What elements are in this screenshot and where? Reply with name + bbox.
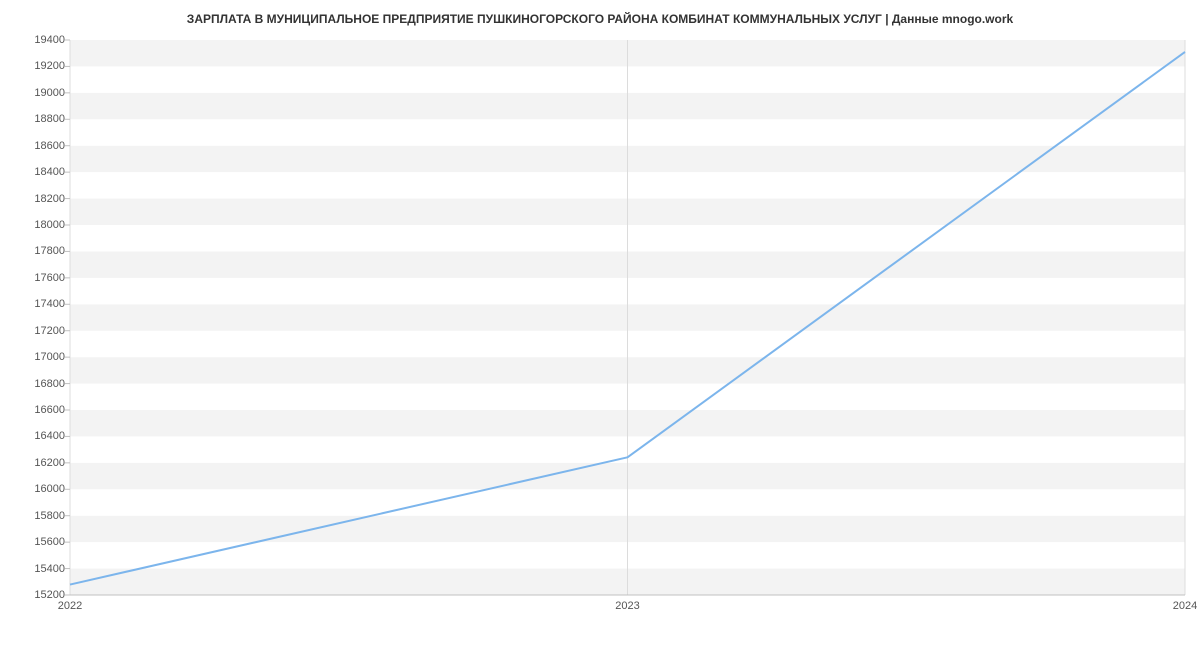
y-tick-label: 16000 [5, 483, 65, 495]
y-tick-label: 18000 [5, 219, 65, 231]
y-tick-label: 15600 [5, 536, 65, 548]
y-tick-label: 16400 [5, 430, 65, 442]
chart-svg [70, 40, 1185, 595]
y-tick-label: 16800 [5, 378, 65, 390]
y-tick-label: 19200 [5, 60, 65, 72]
y-tick-label: 18600 [5, 140, 65, 152]
y-tick-label: 19400 [5, 34, 65, 46]
y-tick-label: 19000 [5, 87, 65, 99]
y-tick-label: 17200 [5, 325, 65, 337]
y-tick-label: 17400 [5, 298, 65, 310]
y-tick-label: 15800 [5, 510, 65, 522]
y-tick-label: 17800 [5, 245, 65, 257]
plot-area [70, 40, 1185, 595]
y-tick-label: 18200 [5, 193, 65, 205]
y-tick-label: 18400 [5, 166, 65, 178]
y-tick-label: 15200 [5, 589, 65, 601]
y-tick-label: 15400 [5, 563, 65, 575]
x-tick-label: 2024 [1173, 600, 1197, 612]
y-tick-label: 17000 [5, 351, 65, 363]
y-tick-label: 17600 [5, 272, 65, 284]
x-tick-label: 2022 [58, 600, 82, 612]
chart-container: ЗАРПЛАТА В МУНИЦИПАЛЬНОЕ ПРЕДПРИЯТИЕ ПУШ… [0, 0, 1200, 650]
y-tick-label: 16600 [5, 404, 65, 416]
y-tick-label: 16200 [5, 457, 65, 469]
y-tick-label: 18800 [5, 113, 65, 125]
chart-title: ЗАРПЛАТА В МУНИЦИПАЛЬНОЕ ПРЕДПРИЯТИЕ ПУШ… [0, 0, 1200, 26]
x-tick-label: 2023 [615, 600, 639, 612]
